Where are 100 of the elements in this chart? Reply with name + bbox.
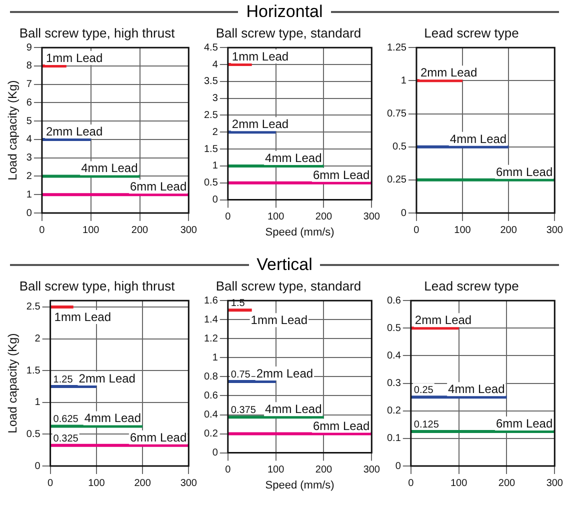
- x-tick-label: 0: [48, 478, 54, 489]
- y-tick-label: 3: [26, 152, 32, 164]
- series-label: 4mm Lead: [265, 150, 322, 165]
- y-tick-label: 0.8: [204, 371, 218, 382]
- x-tick-label: 100: [454, 224, 472, 236]
- y-tick-label: 0.1: [386, 433, 402, 444]
- y-tick-label: 3.5: [204, 76, 218, 88]
- y-tick-label: 0.2: [386, 406, 402, 417]
- x-axis-title: Speed (mm/s): [265, 479, 334, 492]
- series-label: 2mm Lead: [420, 66, 478, 80]
- series-label: 4mm Lead: [81, 161, 138, 176]
- y-tick-label: 9: [26, 42, 32, 54]
- annotation: 0.125: [414, 420, 440, 431]
- x-tick-label: 100: [267, 464, 285, 476]
- series-label: 1mm Lead: [232, 50, 289, 64]
- x-tick-label: 300: [363, 212, 380, 223]
- x-tick-label: 100: [450, 478, 468, 489]
- y-tick-label: 4.5: [204, 42, 218, 54]
- annotation: 0.75: [230, 369, 251, 380]
- x-tick-label: 200: [498, 478, 516, 489]
- y-tick-label: 2: [26, 170, 32, 182]
- y-tick-label: 1.5: [26, 365, 41, 376]
- y-tick-label: 0.4: [386, 350, 402, 362]
- series-label: 6mm Lead: [312, 418, 370, 433]
- text: Vertical: [256, 255, 312, 275]
- series-label: 6mm Lead: [130, 430, 187, 444]
- x-tick-label: 200: [315, 464, 333, 476]
- chart-title: Ball screw type, high thrust: [19, 25, 176, 40]
- y-tick-label: 3: [212, 93, 218, 104]
- x-tick-label: 0: [225, 212, 232, 223]
- x-tick-label: 0: [225, 464, 232, 476]
- x-tick-label: 200: [315, 212, 333, 223]
- x-tick-label: 300: [546, 478, 564, 489]
- y-tick-label: 4: [26, 134, 32, 146]
- x-tick-label: 0: [414, 224, 420, 236]
- chart-title: Lead screw type: [424, 278, 519, 294]
- annotation: 0.375: [230, 405, 256, 416]
- x-tick-label: 100: [82, 224, 100, 236]
- chart-title: Ball screw type, high thrust: [19, 278, 176, 294]
- x-tick-label: 300: [180, 224, 198, 236]
- y-tick-label: 1: [400, 75, 407, 86]
- series-label: 1mm Lead: [46, 50, 103, 65]
- series-label: 2mm Lead: [46, 124, 103, 138]
- series-label: 4mm Lead: [450, 132, 507, 146]
- x-tick-label: 200: [131, 224, 149, 236]
- chart-title: Lead screw type: [424, 25, 519, 40]
- annotation: 0.25: [414, 385, 434, 396]
- y-tick-label: 2.5: [26, 302, 41, 313]
- series-label: 4mm Lead: [448, 382, 505, 396]
- series-label: 2mm Lead: [414, 313, 472, 328]
- y-tick-label: 6: [26, 97, 32, 108]
- y-tick-label: 4: [212, 59, 218, 70]
- series-label: 2mm Lead: [232, 117, 289, 132]
- y-tick-label: 1.2: [204, 333, 218, 344]
- y-tick-label: 0.2: [204, 428, 218, 440]
- y-tick-label: 1.25: [386, 42, 407, 54]
- series-label: 4mm Lead: [84, 411, 142, 426]
- x-tick-label: 200: [500, 224, 518, 236]
- y-tick-label: 0.25: [386, 174, 407, 186]
- y-tick-label: 0.6: [386, 295, 402, 306]
- chart-title: Ball screw type, standard: [216, 25, 362, 40]
- y-tick-label: 0.75: [386, 108, 407, 120]
- series-label: 2mm Lead: [256, 366, 314, 380]
- series-label: 2mm Lead: [78, 371, 136, 386]
- y-tick-label: 1.6: [204, 295, 218, 306]
- x-tick-label: 300: [363, 464, 380, 476]
- y-tick-label: 2.5: [204, 110, 218, 121]
- x-tick-label: 100: [267, 212, 285, 223]
- chart-title: Ball screw type, standard: [216, 278, 362, 294]
- y-tick-label: 1: [34, 397, 41, 408]
- annotation: 0.625: [53, 414, 79, 426]
- y-tick-label: 0.5: [386, 322, 402, 334]
- y-tick-label: 1: [212, 160, 218, 172]
- y-tick-label: 2: [34, 334, 41, 345]
- y-tick-label: 0: [212, 194, 218, 206]
- series-label: 6mm Lead: [130, 180, 187, 194]
- text: Horizontal: [246, 2, 323, 22]
- y-axis-title: Load capacity (Kg): [6, 333, 20, 434]
- series-label: 1mm Lead: [54, 310, 112, 324]
- x-tick-label: 300: [546, 224, 564, 236]
- y-tick-label: 0.3: [386, 378, 402, 390]
- y-tick-label: 2: [212, 126, 218, 138]
- y-tick-label: 7: [26, 79, 32, 90]
- y-tick-label: 1.5: [204, 144, 218, 155]
- y-axis-title: Load capacity (Kg): [6, 80, 20, 180]
- series-label: 6mm Lead: [496, 164, 553, 179]
- x-tick-label: 0: [408, 478, 414, 489]
- y-tick-label: 1: [26, 189, 32, 200]
- series-label: 4mm Lead: [265, 402, 322, 416]
- x-tick-label: 300: [180, 478, 198, 489]
- y-tick-label: 0.5: [204, 178, 218, 189]
- y-tick-label: 8: [26, 60, 32, 72]
- x-tick-label: 200: [134, 478, 152, 489]
- series-label: 1mm Lead: [250, 313, 308, 328]
- annotation: 1.25: [53, 374, 74, 386]
- y-tick-label: 0.4: [204, 410, 218, 420]
- series-label: 6mm Lead: [496, 416, 553, 431]
- y-tick-label: 5: [26, 116, 32, 127]
- y-tick-label: 0: [212, 448, 218, 459]
- y-tick-label: 0.5: [392, 142, 407, 153]
